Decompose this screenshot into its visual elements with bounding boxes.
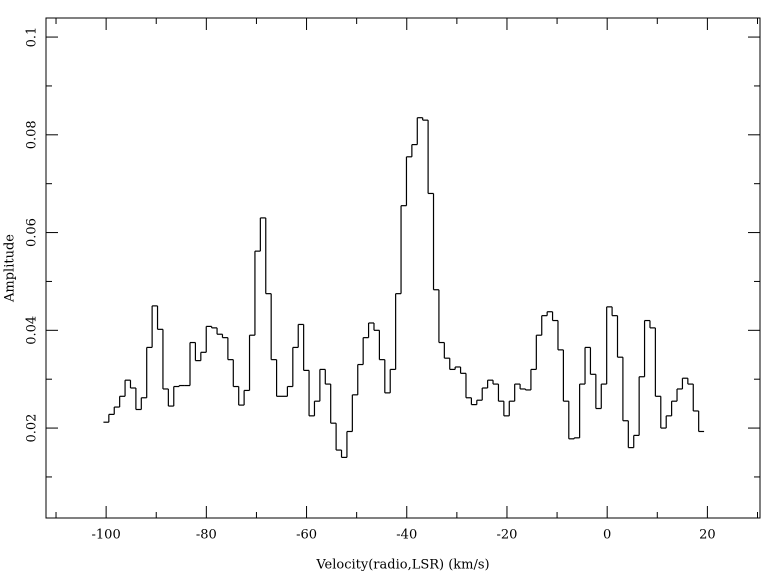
x-tick-label: -80	[196, 528, 217, 543]
x-tick-label: -60	[296, 528, 317, 543]
x-tick-label: 20	[699, 528, 716, 543]
y-tick-label: 0.04	[25, 316, 40, 345]
plot-frame	[45, 17, 761, 519]
y-tick-label: 0.1	[25, 27, 40, 48]
x-tick-label: -100	[92, 528, 121, 543]
x-tick-label: -40	[396, 528, 417, 543]
x-tick-label: -20	[496, 528, 517, 543]
x-axis-label: Velocity(radio,LSR) (km/s)	[315, 558, 489, 573]
y-tick-label: 0.08	[25, 120, 40, 149]
x-tick-label: 0	[603, 528, 611, 543]
y-tick-label: 0.06	[25, 218, 40, 247]
y-tick-label: 0.02	[25, 414, 40, 443]
y-axis-label: Amplitude	[3, 234, 18, 303]
